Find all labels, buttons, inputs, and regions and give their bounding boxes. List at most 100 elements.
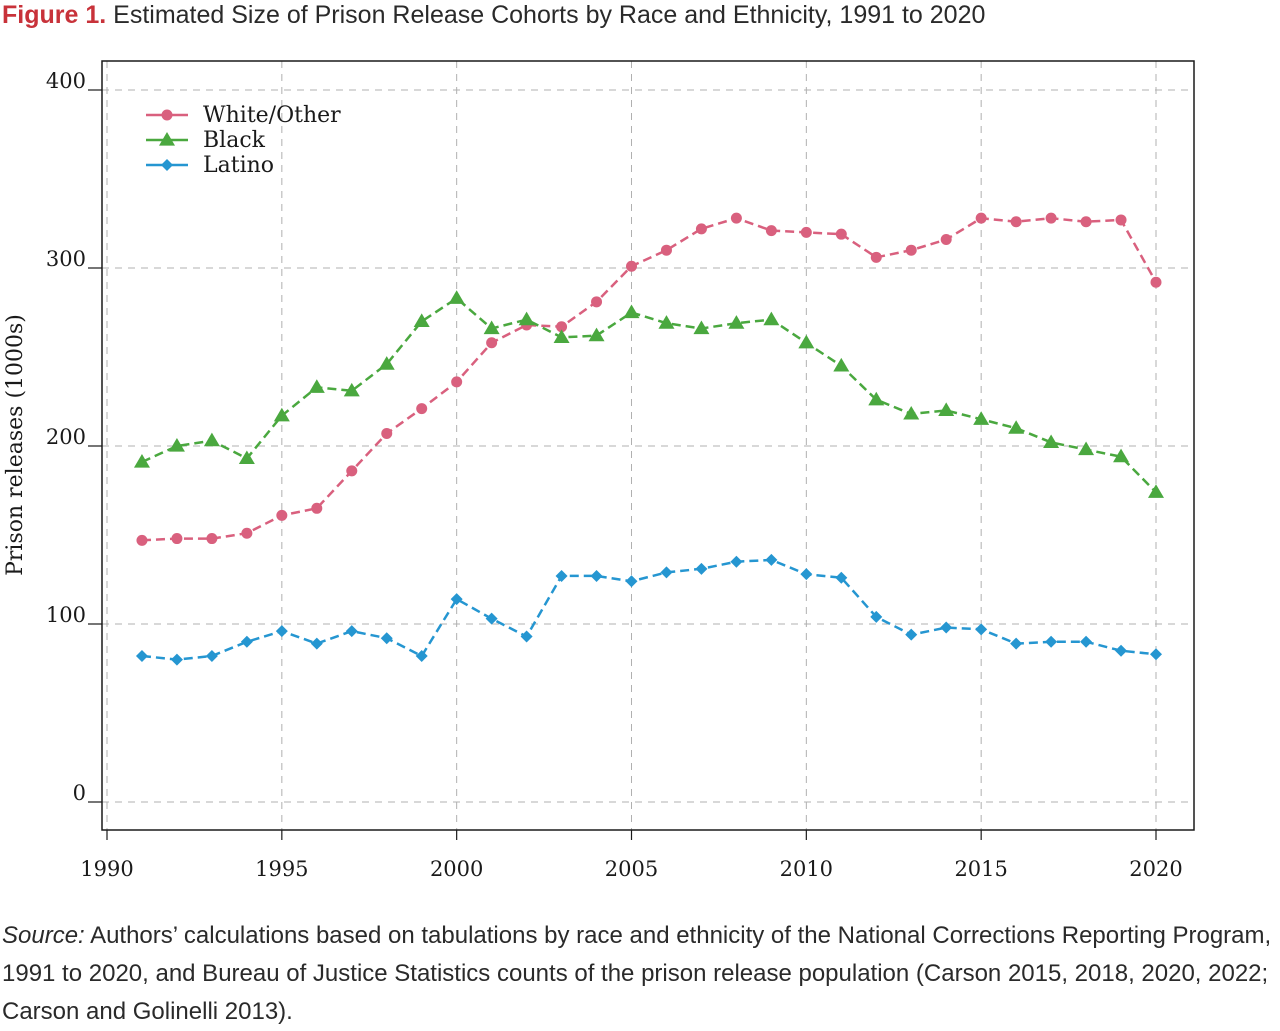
data-point-latino (520, 630, 533, 643)
data-point-black (378, 356, 395, 370)
data-point-latino (730, 555, 743, 568)
data-point-black (273, 407, 290, 422)
data-point-latino (1010, 637, 1023, 650)
data-point-white-other (660, 244, 672, 256)
data-point-white-other (451, 376, 463, 388)
x-tick-label: 1990 (80, 857, 133, 881)
data-point-black (833, 357, 850, 372)
data-point-black (658, 315, 675, 329)
data-point-black (693, 320, 710, 335)
y-tick-label: 300 (46, 247, 86, 271)
data-point-white-other (1010, 216, 1022, 228)
data-point-black (1043, 434, 1060, 449)
data-point-latino (275, 625, 288, 638)
data-point-white-other (1115, 214, 1127, 226)
data-point-white-other (206, 533, 218, 545)
data-point-black (238, 450, 255, 465)
data-point-white-other (695, 223, 707, 235)
data-point-latino (170, 653, 183, 666)
data-point-white-other (556, 321, 568, 333)
data-point-white-other (975, 212, 987, 224)
source-label: Source: (2, 922, 85, 949)
series-line-black (141, 297, 1157, 494)
data-point-black (973, 411, 990, 425)
data-point-latino (1115, 644, 1128, 657)
y-tick-label: 0 (73, 781, 86, 805)
data-point-black (133, 454, 150, 468)
series-line-latino (141, 558, 1157, 661)
data-point-white-other (1080, 216, 1092, 228)
data-point-latino (135, 650, 148, 663)
data-point-black (588, 327, 605, 342)
data-point-white-other (346, 465, 358, 477)
x-tick-label: 2005 (605, 857, 658, 881)
data-point-latino (800, 568, 813, 581)
data-point-black (798, 334, 815, 349)
data-point-latino (940, 621, 953, 634)
data-point-white-other (381, 428, 393, 440)
data-point-black (343, 382, 360, 397)
source-text: Authors’ calculations based on tabulatio… (2, 922, 1272, 1025)
grid (102, 61, 1194, 830)
data-point-latino (485, 612, 498, 625)
data-point-latino (345, 625, 358, 638)
axes: 0 100 200 300 400 1990 1995 2000 2005 2010 2015 202… (3, 60, 1195, 881)
data-point-black (168, 438, 185, 452)
data-point-white-other (276, 509, 288, 521)
data-point-white-other (870, 251, 882, 263)
data-point-white-other (800, 226, 812, 238)
data-point-latino (870, 610, 883, 623)
data-point-latino (310, 637, 323, 650)
data-point-latino (625, 575, 638, 588)
x-tick-label: 2020 (1129, 857, 1182, 881)
data-point-black (623, 304, 640, 319)
data-point-white-other (940, 234, 952, 246)
series-group (133, 212, 1164, 666)
data-point-black (448, 290, 465, 304)
data-point-latino (240, 635, 253, 648)
data-point-black (868, 391, 885, 406)
x-tick-label: 2010 (780, 857, 833, 881)
data-point-latino (905, 628, 918, 641)
data-point-white-other (311, 502, 323, 514)
data-point-white-other (136, 534, 148, 546)
data-point-black (1008, 420, 1025, 434)
legend-marker-latino (161, 159, 173, 171)
data-point-white-other (171, 533, 183, 545)
y-axis-label: Prison releases (1000s) (3, 314, 28, 576)
data-point-latino (1080, 635, 1093, 648)
y-tick-label: 200 (46, 425, 86, 449)
line-chart: 0 100 200 300 400 1990 1995 2000 2005 2010 2015 202… (3, 60, 1195, 881)
data-point-white-other (1150, 276, 1162, 288)
data-point-black (413, 313, 430, 327)
data-point-latino (695, 562, 708, 575)
x-tick-label: 2000 (430, 857, 483, 881)
y-tick-label: 400 (46, 69, 86, 93)
data-point-latino (415, 650, 428, 663)
data-point-black (938, 402, 955, 416)
data-point-white-other (416, 403, 428, 415)
data-point-black (483, 320, 500, 335)
legend-label-black: Black (203, 128, 266, 153)
data-point-latino (835, 571, 848, 584)
data-point-latino (1150, 648, 1162, 661)
data-point-latino (660, 566, 673, 579)
legend-label-white-other: White/Other (203, 103, 341, 128)
figure-title: Figure 1. Estimated Size of Prison Relea… (2, 0, 1272, 30)
x-tick-label: 1995 (255, 857, 308, 881)
legend-marker-black (159, 132, 175, 146)
figure-title-text: Estimated Size of Prison Release Cohorts… (113, 1, 986, 29)
data-point-black (553, 329, 570, 344)
data-point-black (1113, 448, 1130, 463)
legend-label-latino: Latino (203, 153, 274, 178)
data-point-white-other (591, 296, 603, 308)
data-point-latino (975, 623, 988, 636)
figure-label: Figure 1. (2, 1, 107, 29)
data-point-black (1148, 484, 1164, 498)
data-point-white-other (486, 337, 498, 349)
data-point-latino (450, 593, 463, 606)
data-point-white-other (835, 228, 847, 240)
legend-marker-white-other (161, 109, 173, 121)
data-point-latino (1045, 635, 1058, 648)
